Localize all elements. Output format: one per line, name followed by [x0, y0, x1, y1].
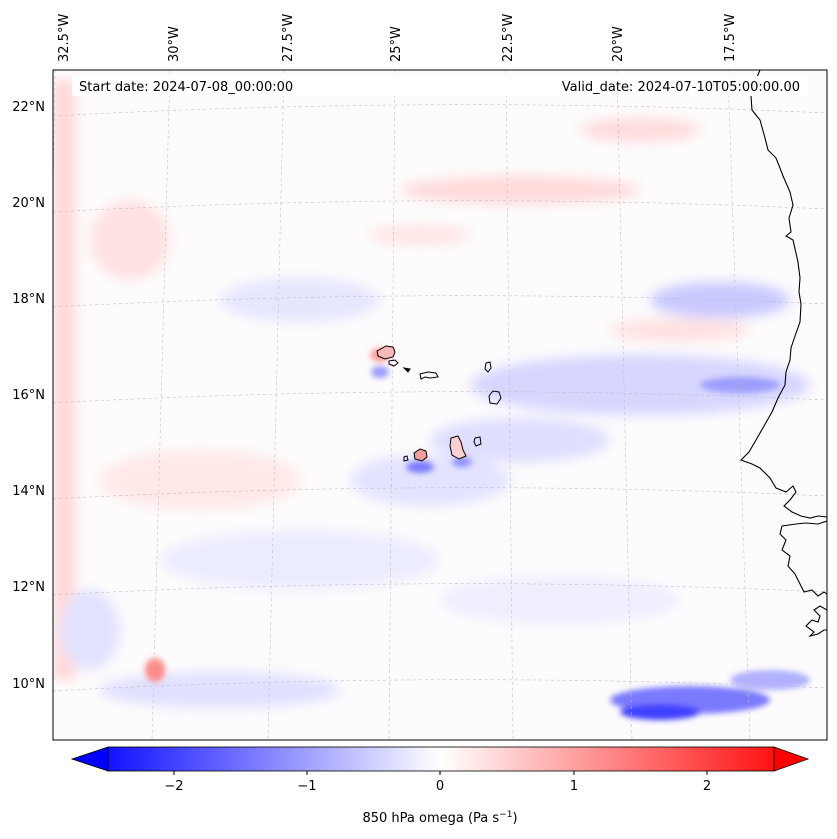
colorbar-label-close: ) [512, 811, 517, 826]
island-sao-vicente [388, 359, 399, 367]
omega-positive-patch [370, 225, 470, 245]
omega-negative-core [700, 377, 780, 393]
colorbar-label-main: 850 hPa omega (Pa s [362, 811, 499, 826]
omega-negative-patch [220, 278, 380, 322]
omega-negative-patch [430, 418, 610, 462]
parallel-14n [53, 487, 827, 500]
colorbar-tick-label: −1 [297, 779, 316, 794]
cape-verde-islands [376, 345, 502, 462]
omega-negative-core [406, 461, 434, 473]
meridian-20w [616, 70, 633, 740]
lat-label: 10°N [12, 677, 45, 692]
lon-label: 20°W [611, 26, 626, 62]
lat-label: 14°N [12, 484, 45, 499]
island-santiago [449, 435, 467, 460]
parallel-18n [53, 295, 827, 308]
omega-positive-patch [580, 118, 700, 142]
lat-label: 20°N [12, 196, 45, 211]
omega-negative-core [452, 457, 472, 467]
omega-field [53, 80, 810, 708]
colorbar-tick-label: 0 [436, 779, 444, 794]
omega-positive-band-west [53, 80, 75, 680]
island-santa-luzia [402, 367, 411, 373]
parallel-22n [53, 104, 827, 117]
island-boa-vista [488, 390, 502, 405]
colorbar-extend-max [773, 746, 810, 772]
african-coastline [740, 70, 827, 638]
map-frame [52, 69, 828, 741]
colorbar: −2 −1 0 1 2 850 hPa omega (Pa s−1) [70, 746, 810, 826]
meridian-27-5w [267, 70, 285, 740]
date-banner [72, 76, 808, 96]
island-fogo [413, 448, 428, 462]
colorbar-label: 850 hPa omega (Pa s−1) [362, 810, 517, 826]
lon-label: 17.5°W [723, 14, 738, 62]
colorbar-label-exponent: −1 [499, 810, 512, 820]
colorbar-tick-label: −2 [164, 779, 183, 794]
omega-positive-patch [400, 176, 640, 204]
colorbar-body [107, 746, 775, 772]
start-date-label: Start date: 2024-07-08_00:00:00 [79, 80, 293, 95]
colorbar-extend-min [70, 746, 109, 772]
lon-label: 25°W [389, 26, 404, 62]
omega-negative-patch [60, 590, 120, 670]
lon-label: 22.5°W [501, 14, 516, 62]
parallel-16n [53, 391, 827, 404]
omega-positive-patch [610, 318, 750, 342]
omega-positive-patch [90, 200, 170, 280]
lat-label: 18°N [12, 292, 45, 307]
lat-label: 16°N [12, 388, 45, 403]
colorbar-tick-label: 2 [703, 779, 711, 794]
lon-label: 27.5°W [281, 14, 296, 62]
island-brava [403, 455, 409, 462]
omega-negative-core [620, 704, 700, 720]
graticule [53, 70, 827, 740]
omega-negative-patch [440, 576, 680, 624]
colorbar-ticks [173, 771, 708, 775]
omega-negative-patch [470, 355, 810, 415]
island-santo-antao [376, 345, 396, 360]
lon-label: 32.5°W [57, 14, 72, 62]
omega-positive-core [145, 658, 165, 682]
valid-date-label: Valid_date: 2024-07-10T05:00:00.00 [562, 80, 800, 95]
meridian-17-5w [727, 70, 751, 740]
parallel-20n [53, 200, 827, 213]
island-sal [484, 361, 492, 373]
omega-positive-patch [100, 450, 300, 510]
island-sao-nicolau [419, 371, 439, 380]
lat-label: 12°N [12, 580, 45, 595]
lat-label: 22°N [12, 100, 45, 115]
omega-negative-core [371, 366, 389, 378]
omega-negative-patch [160, 530, 440, 590]
parallel-12n [53, 583, 827, 596]
meridian-30w [151, 70, 171, 740]
island-maio [473, 436, 482, 447]
meridian-22-5w [505, 70, 514, 740]
longitude-labels: 32.5°W 30°W 27.5°W 25°W 22.5°W 20°W 17.5… [57, 14, 738, 62]
omega-negative-patch [100, 672, 340, 708]
latitude-labels: 22°N 20°N 18°N 16°N 14°N 12°N 10°N [12, 100, 45, 692]
omega-negative-patch [350, 454, 510, 506]
map-plot-area [53, 70, 827, 740]
colorbar-tick-label: 1 [570, 779, 578, 794]
lon-label: 30°W [167, 26, 182, 62]
meridian-25w [388, 70, 396, 740]
parallel-10n [53, 679, 827, 692]
